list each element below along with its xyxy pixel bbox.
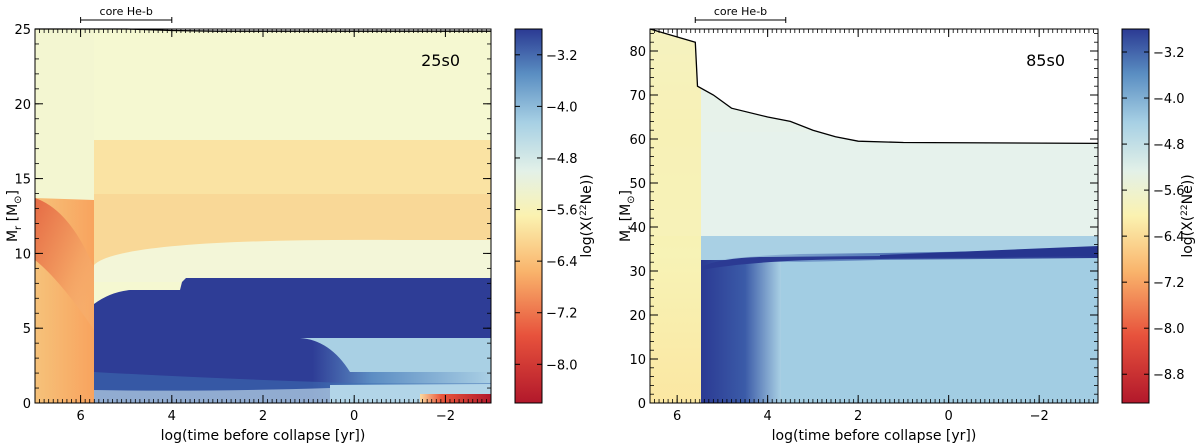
y-tick-label: 10: [14, 247, 31, 262]
right-colorbar-ticks: −3.2 −4.0 −4.8 −5.6 −6.4 −7.2 −8.0 −8.8: [1122, 46, 1185, 383]
y-tick-label: 0: [638, 397, 646, 412]
colorbar-tick-label: −6.4: [546, 255, 578, 270]
y-tick-label: 70: [629, 89, 646, 104]
colorbar-tick-label: −5.6: [1153, 184, 1185, 199]
left-panel-heatmap: [35, 29, 491, 403]
left-y-axis-label: Mr [M⊙]: [5, 190, 24, 242]
y-tick-label: 60: [629, 133, 646, 148]
colorbar-tick-label: −4.0: [1153, 92, 1185, 107]
colorbar-tick-label: −5.6: [546, 204, 578, 219]
right-colorbar: [1121, 28, 1150, 404]
y-tick-label: 15: [14, 173, 31, 188]
left-colorbar-ticks: −3.2 −4.0 −4.8 −5.6 −6.4 −7.2 −8.0: [515, 49, 578, 373]
colorbar-tick-label: −8.0: [1153, 322, 1185, 337]
right-y-axis-label: Mr [M⊙]: [618, 190, 637, 242]
colorbar-tick-label: −4.8: [1153, 138, 1185, 153]
left-colorbar-label: log(X(22Ne)): [579, 174, 595, 257]
left-x-axis-label: log(time before collapse [yr]): [161, 428, 366, 444]
right-envelope-empty-region: [650, 29, 1098, 144]
x-tick-label: 4: [168, 409, 176, 424]
right-axes-frame: [649, 28, 1099, 404]
right-colorbar-label: log(X(22Ne)): [1180, 174, 1196, 257]
right-x-axis-label: log(time before collapse [yr]): [772, 428, 977, 444]
colorbar-tick-label: −4.8: [546, 152, 578, 167]
left-annotation-text: core He-b: [100, 5, 153, 18]
right-model-label: 85s0: [1026, 51, 1065, 70]
colorbar-tick-label: −8.0: [546, 358, 578, 373]
colorbar-tick-label: −8.8: [1153, 368, 1185, 383]
y-tick-label: 30: [629, 265, 646, 280]
colorbar-tick-label: −4.0: [546, 100, 578, 115]
right-star-surface-line: [649, 28, 1099, 145]
right-annotation-text: core He-b: [714, 5, 767, 18]
x-tick-label: 2: [259, 409, 267, 424]
colorbar-tick-label: −7.2: [1153, 276, 1185, 291]
left-model-label: 25s0: [421, 51, 460, 70]
x-tick-label: 4: [764, 409, 772, 424]
y-tick-label: 0: [23, 397, 31, 412]
x-tick-label: 6: [76, 409, 84, 424]
colorbar-tick-label: −3.2: [546, 49, 578, 64]
y-tick-label: 40: [629, 221, 646, 236]
y-tick-label: 20: [14, 98, 31, 113]
x-tick-label: 0: [945, 409, 953, 424]
x-tick-label: 6: [673, 409, 681, 424]
left-core-he-b-annotation: core He-b: [80, 5, 173, 23]
colorbar-tick-label: −6.4: [1153, 230, 1185, 245]
colorbar-tick-label: −3.2: [1153, 46, 1185, 61]
x-tick-label: 0: [350, 409, 358, 424]
y-tick-label: 20: [629, 309, 646, 324]
x-tick-label: −2: [436, 409, 455, 424]
y-tick-label: 10: [629, 353, 646, 368]
y-tick-label: 50: [629, 177, 646, 192]
right-core-he-b-annotation: core He-b: [694, 5, 787, 23]
x-tick-label: −2: [1030, 409, 1049, 424]
y-tick-label: 80: [629, 45, 646, 60]
x-tick-label: 2: [854, 409, 862, 424]
y-tick-label: 5: [23, 322, 31, 337]
y-tick-label: 25: [14, 23, 31, 38]
left-colorbar: [514, 28, 543, 404]
colorbar-tick-label: −7.2: [546, 307, 578, 322]
